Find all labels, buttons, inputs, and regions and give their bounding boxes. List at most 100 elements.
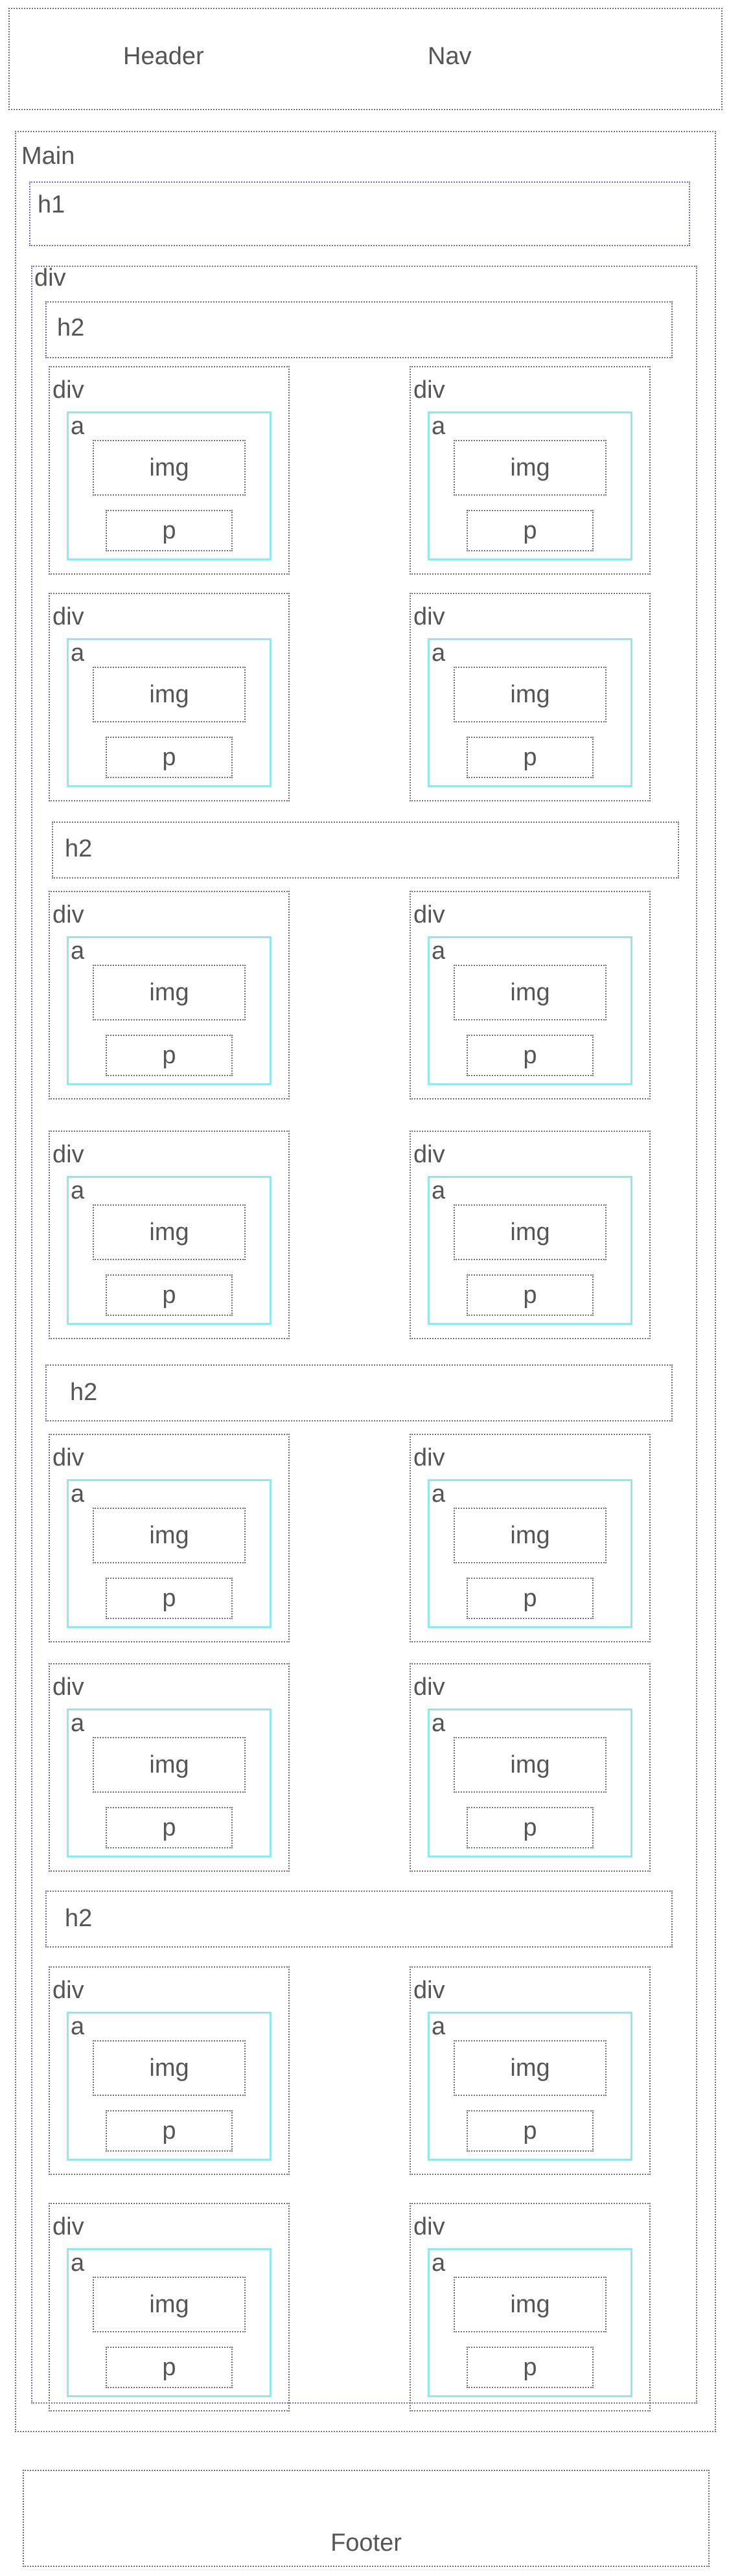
card-img-box: img: [454, 2040, 607, 2096]
card-div-box: [410, 366, 651, 575]
card-p-box: p: [467, 2347, 594, 2388]
main-box: [15, 131, 716, 2432]
h1-label: h1: [38, 191, 65, 218]
footer-label: Footer: [330, 2529, 402, 2557]
card-link-box: [428, 936, 632, 1085]
card-link-box: [428, 1479, 632, 1628]
card-link-label: a: [71, 1480, 85, 1508]
card-link-box: [428, 2012, 632, 2161]
card-p-box: p: [467, 1578, 594, 1619]
card-p-box: p: [467, 1274, 594, 1316]
h2-label: h2: [65, 1905, 93, 1932]
card-link-label: a: [71, 2013, 85, 2040]
header-label: Header: [123, 43, 204, 70]
card-div-box: [49, 891, 290, 1099]
h2-label: h2: [57, 314, 85, 341]
card-div-label: div: [413, 1673, 445, 1701]
card-p-box: p: [106, 1035, 233, 1076]
card-div-label: div: [52, 2213, 84, 2240]
card-p-box: p: [467, 510, 594, 551]
card-img-box: img: [454, 1204, 607, 1260]
h2-box: [45, 301, 673, 358]
footer-box: Footer: [23, 2470, 710, 2567]
card-link-box: [428, 1708, 632, 1857]
card-div-box: [410, 1131, 651, 1339]
card-div-box: [410, 1966, 651, 2175]
card-div-label: div: [52, 376, 84, 404]
card-link-box: [428, 411, 632, 560]
card-link-box: [67, 638, 272, 787]
card-img-box: img: [93, 1508, 246, 1563]
card-div-label: div: [52, 1444, 84, 1471]
card-link-box: [67, 2012, 272, 2161]
card-img-box: img: [454, 1737, 607, 1793]
card-img-box: img: [93, 1204, 246, 1260]
card-link-box: [67, 2248, 272, 2397]
card-link-label: a: [432, 1710, 446, 1737]
card-img-box: img: [93, 1737, 246, 1793]
card-link-box: [67, 1479, 272, 1628]
card-div-label: div: [413, 1444, 445, 1471]
card-p-box: p: [106, 2347, 233, 2388]
card-img-box: img: [454, 667, 607, 722]
card-link-label: a: [432, 1480, 446, 1508]
card-div-label: div: [413, 603, 445, 630]
h1-box: [29, 181, 690, 246]
card-link-label: a: [71, 639, 85, 667]
card-p-box: p: [106, 1274, 233, 1316]
card-div-box: [410, 1663, 651, 1872]
card-link-label: a: [71, 1177, 85, 1204]
card-img-box: img: [454, 2277, 607, 2332]
card-link-label: a: [71, 937, 85, 965]
card-link-box: [428, 638, 632, 787]
card-link-box: [428, 2248, 632, 2397]
card-p-box: p: [106, 510, 233, 551]
card-div-box: [49, 593, 290, 801]
card-p-box: p: [106, 1578, 233, 1619]
card-img-box: img: [454, 965, 607, 1020]
card-div-label: div: [413, 901, 445, 928]
card-p-box: p: [467, 2110, 594, 2152]
card-div-box: [49, 2203, 290, 2411]
card-link-label: a: [432, 413, 446, 440]
card-link-box: [67, 411, 272, 560]
card-p-box: p: [106, 1807, 233, 1848]
card-link-box: [67, 1708, 272, 1857]
card-div-label: div: [413, 2213, 445, 2240]
card-div-box: [410, 593, 651, 801]
card-link-label: a: [432, 2249, 446, 2277]
card-img-box: img: [454, 1508, 607, 1563]
card-img-box: img: [93, 2277, 246, 2332]
card-link-box: [67, 1176, 272, 1325]
card-div-label: div: [52, 1141, 84, 1168]
card-link-label: a: [432, 639, 446, 667]
card-link-label: a: [71, 413, 85, 440]
card-div-label: div: [52, 1673, 84, 1701]
card-div-label: div: [413, 1141, 445, 1168]
h2-box: [45, 1364, 673, 1421]
card-link-label: a: [71, 1710, 85, 1737]
card-p-box: p: [467, 1035, 594, 1076]
main-label: Main: [21, 143, 75, 170]
section-wrapper-label: div: [34, 264, 66, 292]
h2-box: [45, 1891, 673, 1948]
card-img-box: img: [93, 667, 246, 722]
section-wrapper-box: [31, 266, 697, 2404]
card-div-box: [49, 1434, 290, 1642]
card-link-label: a: [432, 1177, 446, 1204]
card-link-box: [428, 1176, 632, 1325]
card-div-label: div: [52, 1977, 84, 2004]
card-link-label: a: [432, 937, 446, 965]
card-div-box: [410, 2203, 651, 2411]
card-div-box: [410, 891, 651, 1099]
card-link-label: a: [432, 2013, 446, 2040]
card-div-label: div: [52, 603, 84, 630]
card-p-box: p: [106, 737, 233, 778]
card-div-box: [49, 1131, 290, 1339]
card-p-box: p: [467, 1807, 594, 1848]
card-div-box: [49, 366, 290, 575]
card-img-box: img: [454, 440, 607, 496]
h2-box: [52, 822, 679, 879]
card-link-label: a: [71, 2249, 85, 2277]
card-div-box: [49, 1663, 290, 1872]
